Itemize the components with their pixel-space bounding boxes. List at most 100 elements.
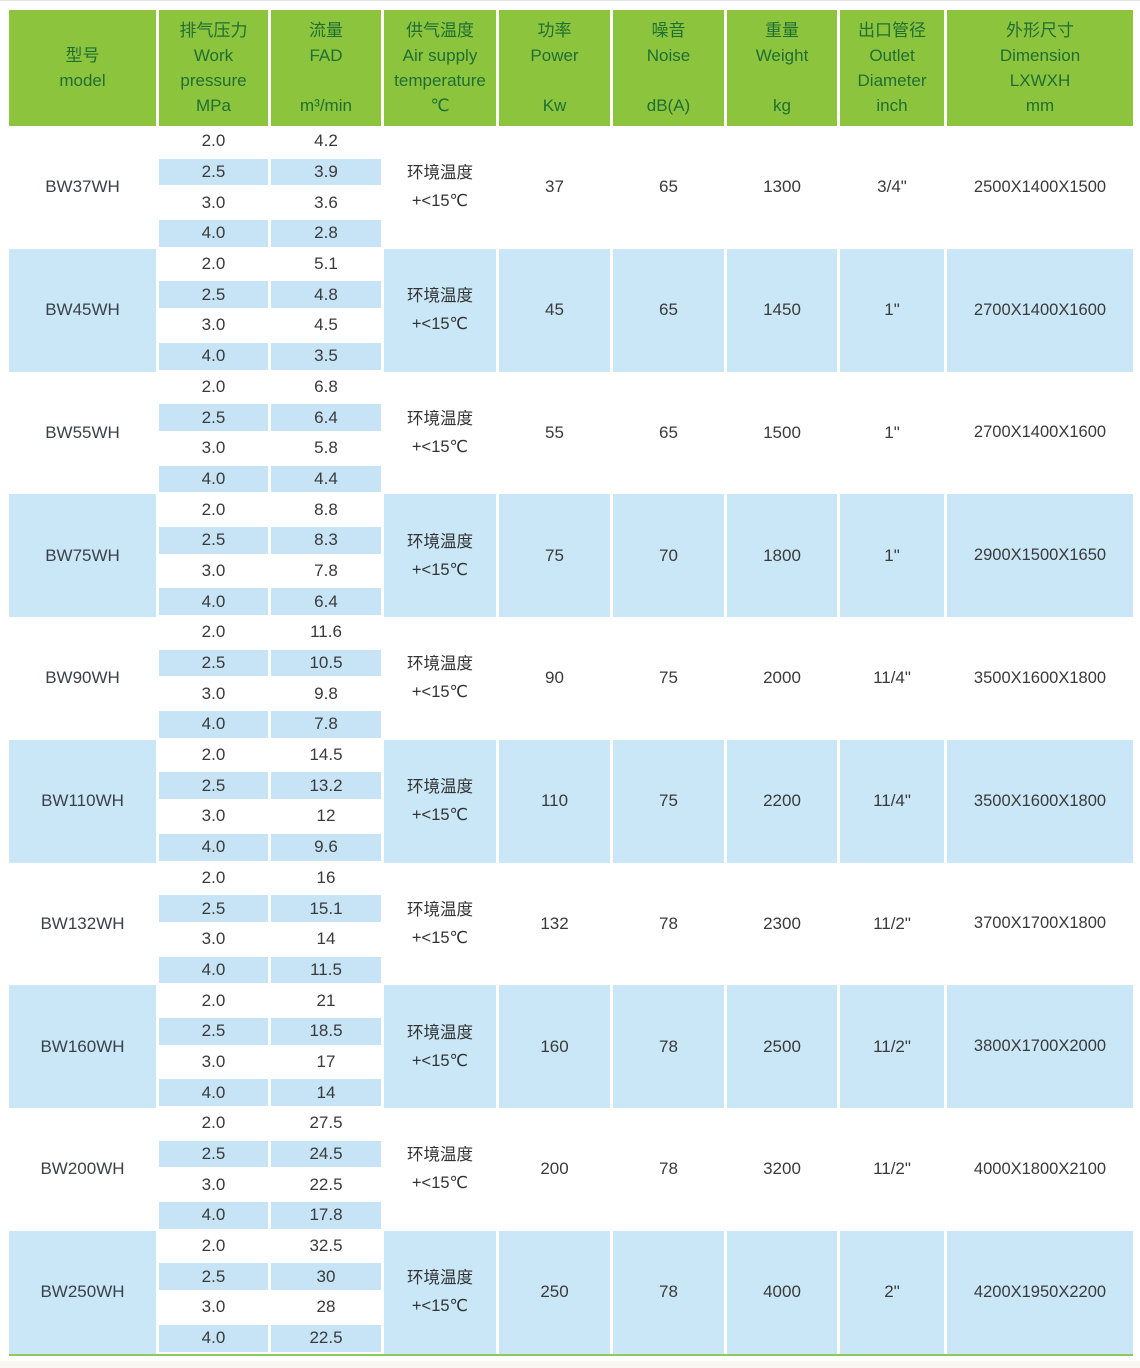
pressure-value-cell: 3.0 — [159, 187, 271, 219]
fad-value-cell: 24.5 — [271, 1138, 384, 1170]
table-row: BW75WH 2.0 2.5 3.0 4.0 8.8 8.3 7.8 6.4 环… — [9, 494, 1133, 617]
table-row: BW132WH 2.0 2.5 3.0 4.0 16 15.1 14 11.5 … — [9, 862, 1133, 986]
pressure-value-cell: 2.0 — [159, 1108, 271, 1139]
fad-value-cell: 22.5 — [271, 1322, 384, 1354]
pressure-value-cell: 3.0 — [159, 1292, 271, 1323]
dimension-cell: 3800X1700X2000 — [947, 985, 1133, 1108]
table-row: BW250WH 2.0 2.5 3.0 4.0 32.5 30 28 22.5 … — [9, 1230, 1133, 1354]
pressure-value-cell: 2.5 — [159, 524, 271, 556]
weight-cell: 1800 — [727, 494, 840, 617]
fad-value-cell: 13.2 — [271, 770, 384, 802]
header-cell-outlet: 出口管径 Outlet Diameter inch — [840, 10, 947, 126]
noise-cell: 78 — [613, 1230, 727, 1354]
outlet-diameter-cell: 11/4" — [840, 617, 947, 740]
dimension-cell: 3500X1600X1800 — [947, 617, 1133, 740]
power-cell: 160 — [499, 985, 613, 1108]
outlet-diameter-cell: 11/2" — [840, 1108, 947, 1231]
weight-cell: 3200 — [727, 1108, 840, 1231]
fad-value-cell: 14 — [271, 923, 384, 955]
outlet-diameter-cell: 3/4" — [840, 126, 947, 249]
pressure-value-cell: 2.0 — [159, 862, 271, 894]
weight-cell: 4000 — [727, 1230, 840, 1354]
power-cell: 200 — [499, 1108, 613, 1231]
table-row: BW55WH 2.0 2.5 3.0 4.0 6.8 6.4 5.8 4.4 环… — [9, 371, 1133, 495]
model-name-cell: BW90WH — [9, 617, 159, 740]
air-supply-temp-cell: 环境温度 +<15℃ — [384, 1108, 499, 1231]
fad-value-cell: 7.8 — [271, 709, 384, 740]
pressure-value-cell: 2.0 — [159, 739, 271, 771]
pressure-value-cell: 2.0 — [159, 617, 271, 648]
pressure-value-cell: 4.0 — [159, 831, 271, 863]
outlet-diameter-cell: 1" — [840, 248, 947, 372]
outlet-diameter-cell: 1" — [840, 494, 947, 617]
fad-value-cell: 30 — [271, 1261, 384, 1293]
pressure-value-cell: 3.0 — [159, 923, 271, 955]
weight-cell: 1450 — [727, 248, 840, 372]
table-row: BW90WH 2.0 2.5 3.0 4.0 11.6 10.5 9.8 7.8… — [9, 617, 1133, 740]
model-name-cell: BW37WH — [9, 126, 159, 249]
fad-value-cell: 14 — [271, 1077, 384, 1108]
fad-value-cell: 4.8 — [271, 279, 384, 311]
pressure-value-cell: 4.0 — [159, 218, 271, 249]
pressure-value-cell: 2.5 — [159, 279, 271, 311]
outlet-diameter-cell: 2" — [840, 1230, 947, 1354]
fad-value-cell: 3.6 — [271, 187, 384, 219]
model-name-cell: BW110WH — [9, 739, 159, 863]
dimension-cell: 2900X1500X1650 — [947, 494, 1133, 617]
fad-value-cell: 3.9 — [271, 156, 384, 188]
pressure-value-cell: 4.0 — [159, 463, 271, 495]
noise-cell: 78 — [613, 1108, 727, 1231]
noise-cell: 70 — [613, 494, 727, 617]
pressure-value-cell: 2.5 — [159, 647, 271, 679]
dimension-cell: 3700X1700X1800 — [947, 862, 1133, 986]
table-body: BW37WH 2.0 2.5 3.0 4.0 4.2 3.9 3.6 2.8 环… — [9, 126, 1133, 1354]
pressure-value-cell: 2.0 — [159, 985, 271, 1016]
fad-value-cell: 15.1 — [271, 893, 384, 924]
outlet-diameter-cell: 1" — [840, 371, 947, 495]
noise-cell: 78 — [613, 985, 727, 1108]
table-bottom-accent-line — [9, 1353, 1133, 1356]
fad-value-cell: 27.5 — [271, 1108, 384, 1139]
fad-value-cell: 16 — [271, 862, 384, 894]
pressure-value-cell: 4.0 — [159, 1322, 271, 1354]
header-cell-dimension: 外形尺寸 Dimension LXWXH mm — [947, 10, 1133, 126]
model-name-cell: BW45WH — [9, 248, 159, 372]
dimension-cell: 2500X1400X1500 — [947, 126, 1133, 249]
model-name-cell: BW200WH — [9, 1108, 159, 1231]
pressure-value-cell: 3.0 — [159, 555, 271, 587]
pressure-value-cell: 2.0 — [159, 371, 271, 403]
pressure-value-cell: 4.0 — [159, 1077, 271, 1108]
pressure-value-cell: 4.0 — [159, 954, 271, 986]
table-row: BW37WH 2.0 2.5 3.0 4.0 4.2 3.9 3.6 2.8 环… — [9, 126, 1133, 249]
header-cell-power: 功率 Power Kw — [499, 10, 613, 126]
dimension-cell: 3500X1600X1800 — [947, 739, 1133, 863]
dimension-cell: 4200X1950X2200 — [947, 1230, 1133, 1354]
air-supply-temp-cell: 环境温度 +<15℃ — [384, 985, 499, 1108]
fad-value-cell: 12 — [271, 801, 384, 832]
outlet-diameter-cell: 11/2" — [840, 985, 947, 1108]
weight-cell: 1300 — [727, 126, 840, 249]
header-cell-model: 型号 model — [9, 10, 159, 126]
air-supply-temp-cell: 环境温度 +<15℃ — [384, 248, 499, 372]
pressure-value-cell: 4.0 — [159, 586, 271, 617]
table-row: BW45WH 2.0 2.5 3.0 4.0 5.1 4.8 4.5 3.5 环… — [9, 248, 1133, 372]
power-cell: 75 — [499, 494, 613, 617]
power-cell: 55 — [499, 371, 613, 495]
fad-value-cell: 28 — [271, 1292, 384, 1323]
dimension-cell: 4000X1800X2100 — [947, 1108, 1133, 1231]
weight-cell: 2500 — [727, 985, 840, 1108]
compressor-spec-table: 型号 model 排气压力 Work pressure MPa 流量 FAD m… — [9, 10, 1133, 1356]
fad-value-cell: 11.5 — [271, 954, 384, 986]
table-row: BW110WH 2.0 2.5 3.0 4.0 14.5 13.2 12 9.6… — [9, 739, 1133, 863]
power-cell: 90 — [499, 617, 613, 740]
pressure-value-cell: 3.0 — [159, 1169, 271, 1201]
model-name-cell: BW250WH — [9, 1230, 159, 1354]
noise-cell: 65 — [613, 126, 727, 249]
pressure-value-cell: 3.0 — [159, 1046, 271, 1078]
pressure-value-cell: 2.0 — [159, 494, 271, 525]
fad-value-cell: 5.8 — [271, 432, 384, 464]
fad-value-cell: 10.5 — [271, 647, 384, 679]
model-name-cell: BW55WH — [9, 371, 159, 495]
fad-value-cell: 7.8 — [271, 555, 384, 587]
